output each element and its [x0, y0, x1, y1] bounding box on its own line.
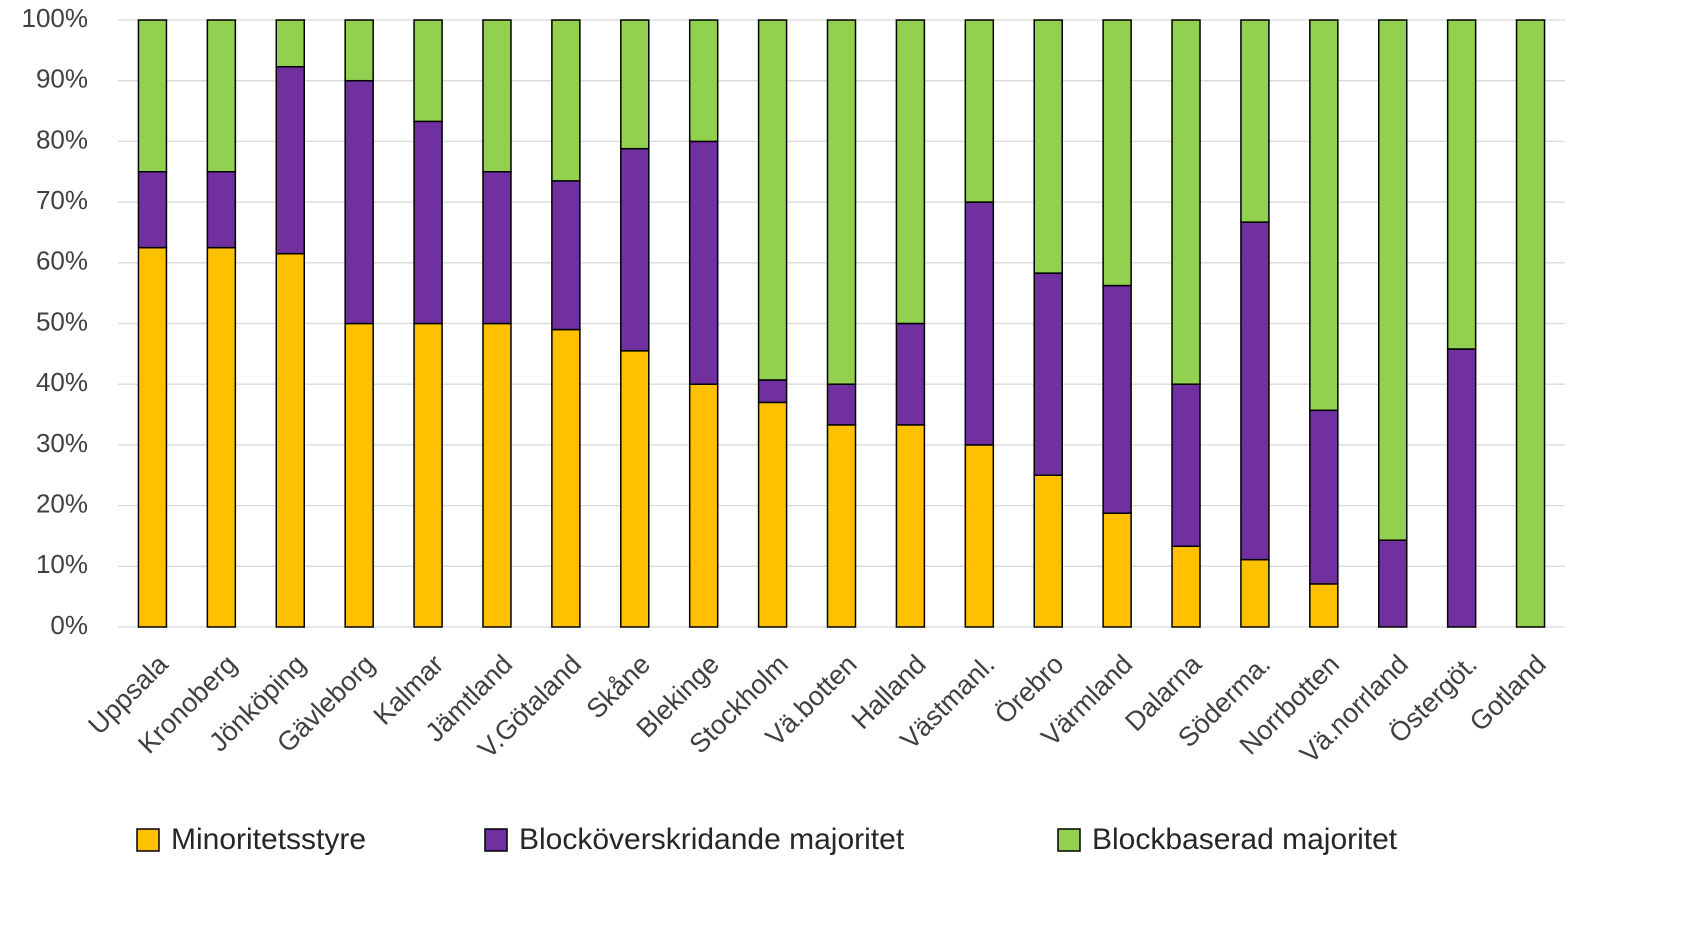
bar-segment [344, 322, 374, 628]
bar-segment [964, 19, 995, 203]
bar-segment [1515, 19, 1546, 628]
bar-segment [344, 19, 374, 82]
bar-segment [620, 19, 650, 150]
bar-segment [688, 383, 719, 628]
y-tick-label: 90% [36, 64, 88, 94]
bar-segment [757, 379, 788, 404]
bar-segment [1240, 19, 1270, 223]
bar-segment [1377, 19, 1408, 541]
bar-segment [137, 246, 168, 628]
bar-segment [206, 171, 237, 249]
bar-segment [1171, 19, 1201, 385]
y-tick-label: 0% [50, 610, 88, 640]
bar-segment [688, 19, 719, 143]
bar-segment [1102, 284, 1132, 514]
bar-segment [1102, 19, 1132, 287]
bar-segment [206, 246, 237, 628]
bar-segment [757, 401, 788, 628]
bar-segment [1240, 558, 1270, 628]
bar-segment [1377, 539, 1408, 628]
legend-swatch [136, 828, 160, 852]
bar-segment [620, 350, 650, 628]
bar-segment [757, 19, 788, 381]
bar-segment [1309, 583, 1339, 628]
y-tick-label: 20% [36, 488, 88, 518]
bar-segment [206, 19, 237, 173]
y-tick-label: 40% [36, 367, 88, 397]
legend-label: Minoritetsstyre [171, 823, 366, 856]
bar-segment [1446, 348, 1477, 628]
bar-segment [1171, 383, 1201, 548]
legend-swatch [1057, 828, 1081, 852]
bar-segment [344, 79, 374, 325]
bar-segment [137, 171, 168, 249]
bar-segment [1309, 19, 1339, 412]
bar-segment [551, 180, 581, 331]
x-tick-label: Gotland [1464, 649, 1552, 737]
bar-segment [620, 147, 650, 352]
bar-segment [895, 19, 926, 325]
bar-segment [413, 120, 443, 325]
y-tick-label: 100% [22, 3, 89, 33]
bar-segment [1240, 221, 1270, 561]
y-tick-label: 80% [36, 124, 88, 154]
bar-segment [482, 322, 512, 628]
bar-segment [413, 19, 443, 123]
bar-segment [1102, 512, 1132, 628]
bar-segment [895, 424, 926, 628]
bar-segment [1171, 545, 1201, 628]
y-tick-label: 60% [36, 246, 88, 276]
bar-segment [275, 252, 306, 628]
bar-segment [275, 19, 306, 68]
bar-segment [826, 383, 857, 426]
y-tick-label: 50% [36, 306, 88, 336]
legend-label: Blocköverskridande majoritet [519, 823, 905, 856]
bar-segment [413, 322, 443, 628]
bar-segment [1033, 19, 1063, 274]
legend-swatch [484, 828, 508, 852]
bar-segment [826, 19, 857, 385]
bar-segment [1309, 409, 1339, 585]
bar-segment [688, 140, 719, 385]
legend: Minoritetsstyre Blocköverskridande majori… [136, 823, 1398, 856]
bar-segment [1033, 272, 1063, 476]
bar-segment [964, 201, 995, 446]
bar-segment [551, 19, 581, 182]
y-tick-label: 70% [36, 185, 88, 215]
bar-segment [137, 19, 168, 173]
bar-segment [551, 328, 581, 628]
bar-segment [1033, 474, 1063, 628]
bar-segment [275, 65, 306, 255]
bar-segment [482, 171, 512, 325]
bar-segment [482, 19, 512, 173]
legend-label: Blockbaserad majoritet [1092, 823, 1398, 856]
bar-segment [895, 322, 926, 426]
y-tick-label: 10% [36, 549, 88, 579]
bar-segment [826, 424, 857, 628]
y-tick-label: 30% [36, 428, 88, 458]
bar-segment [1446, 19, 1477, 350]
bar-segment [964, 444, 995, 628]
